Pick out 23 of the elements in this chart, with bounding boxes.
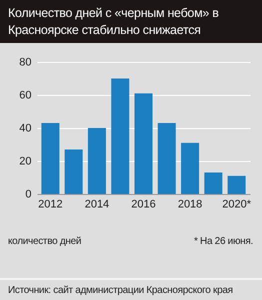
bar xyxy=(228,176,246,194)
bar xyxy=(181,142,200,194)
text: * На 26 июня. xyxy=(194,236,253,247)
y-tick-label: 20 xyxy=(19,156,32,168)
bar xyxy=(41,123,60,194)
y-tick-label: 40 xyxy=(19,122,32,134)
bar xyxy=(134,93,152,194)
bar xyxy=(64,149,83,194)
y-axis-title: количество дней xyxy=(8,236,82,247)
y-tick-label: 60 xyxy=(19,90,32,102)
chart-title: Количество дней с «черным небом» в Красноярске стабильно снижается xyxy=(0,0,262,43)
x-tick-label: 2014 xyxy=(84,198,110,210)
bar xyxy=(111,78,130,194)
x-tick-label: 2020* xyxy=(222,198,252,210)
x-tick-label: 2016 xyxy=(131,198,156,210)
y-tick-label: 80 xyxy=(19,56,32,68)
y-tick-label: 0 xyxy=(25,188,32,200)
bar xyxy=(204,172,222,194)
bar xyxy=(88,128,106,194)
x-tick-label: 2018 xyxy=(178,198,202,210)
bar xyxy=(158,123,176,194)
x-tick-label: 2012 xyxy=(38,198,63,210)
text: Источник: сайт администрации Красноярского края xyxy=(0,278,262,300)
